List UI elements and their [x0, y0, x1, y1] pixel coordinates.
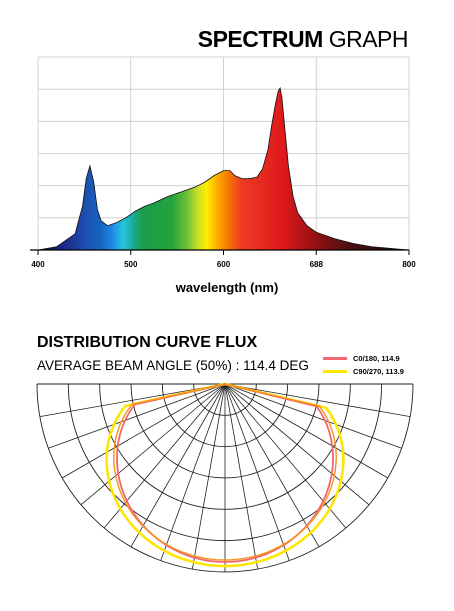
polar-spoke — [224, 383, 290, 561]
polar-spoke — [160, 383, 226, 561]
curve-c0-180 — [116, 383, 334, 563]
polar-spoke — [224, 383, 370, 506]
polar-curves — [105, 382, 345, 568]
beam-angle-subtitle: AVERAGE BEAM ANGLE (50%) : 114.4 DEG — [37, 358, 309, 373]
polar-spoke — [224, 383, 389, 479]
polar-spoke — [191, 383, 226, 570]
polar-spoke — [39, 383, 226, 418]
spectrum-area — [37, 86, 410, 251]
polar-legend: C0/180, 114.9 C90/270, 113.9 — [323, 352, 404, 378]
polar-spoke — [48, 383, 226, 449]
spectrum-x-ticks: 400 500 600 688 800 — [31, 250, 416, 269]
legend-item-c90: C90/270, 113.9 — [323, 365, 404, 378]
polar-spoke — [103, 383, 226, 529]
polar-spoke — [224, 383, 402, 449]
x-tick-label: 800 — [402, 260, 416, 269]
polar-spoke — [224, 383, 259, 570]
x-tick-label: 600 — [217, 260, 231, 269]
legend-item-c0: C0/180, 114.9 — [323, 352, 404, 365]
spectrum-title-rest: GRAPH — [322, 26, 409, 52]
legend-swatch-c0 — [323, 357, 347, 360]
legend-label-c90: C90/270, 113.9 — [353, 367, 404, 376]
curve-orange-overlap — [113, 383, 337, 561]
legend-swatch-c90 — [323, 370, 347, 373]
curve-c90-270 — [105, 382, 345, 568]
polar-spoke — [224, 383, 411, 418]
polar-spoke — [224, 383, 347, 529]
x-tick-label: 688 — [310, 260, 324, 269]
x-tick-label: 400 — [31, 260, 45, 269]
polar-spoke — [61, 383, 226, 479]
spectrum-title-bold: SPECTRUM — [197, 26, 324, 52]
polar-spoke — [224, 383, 320, 548]
polar-spoke — [80, 383, 226, 506]
legend-label-c0: C0/180, 114.9 — [353, 354, 400, 363]
distribution-title: DISTRIBUTION CURVE FLUX — [37, 334, 258, 351]
polar-spoke — [130, 383, 226, 548]
spectrum-xlabel: wavelength (nm) — [175, 280, 279, 295]
spectrum-title: SPECTRUM GRAPH — [197, 26, 409, 53]
polar-grid — [36, 383, 414, 573]
x-tick-label: 500 — [124, 260, 138, 269]
